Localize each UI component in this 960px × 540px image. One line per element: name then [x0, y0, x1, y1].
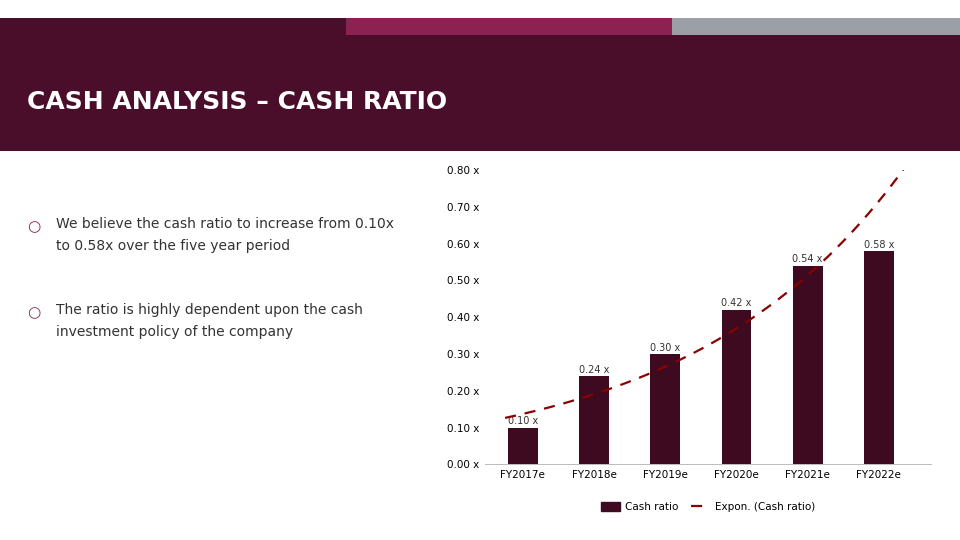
Text: ○: ○	[27, 219, 40, 234]
Text: ○: ○	[27, 305, 40, 320]
Text: 0.30 x: 0.30 x	[650, 342, 681, 353]
Text: 0.10 x: 0.10 x	[508, 416, 538, 426]
Text: CASH ANALYSIS – CASH RATIO: CASH ANALYSIS – CASH RATIO	[27, 90, 447, 114]
Text: to 0.58x over the five year period: to 0.58x over the five year period	[56, 239, 290, 253]
Text: 0.58 x: 0.58 x	[864, 240, 894, 249]
Text: 0.24 x: 0.24 x	[579, 364, 610, 375]
Bar	[508, 428, 538, 464]
Bar	[722, 310, 752, 464]
Legend: Cash ratio, Expon. (Cash ratio): Cash ratio, Expon. (Cash ratio)	[597, 498, 819, 517]
Bar	[793, 266, 823, 464]
Text: investment policy of the company: investment policy of the company	[56, 325, 293, 339]
Bar	[579, 376, 609, 464]
Bar	[650, 354, 681, 464]
Text: We believe the cash ratio to increase from 0.10x: We believe the cash ratio to increase fr…	[56, 217, 394, 231]
Bar	[864, 251, 894, 464]
Text: 0.54 x: 0.54 x	[793, 254, 823, 264]
Text: The ratio is highly dependent upon the cash: The ratio is highly dependent upon the c…	[56, 303, 363, 318]
Text: 0.42 x: 0.42 x	[721, 299, 752, 308]
